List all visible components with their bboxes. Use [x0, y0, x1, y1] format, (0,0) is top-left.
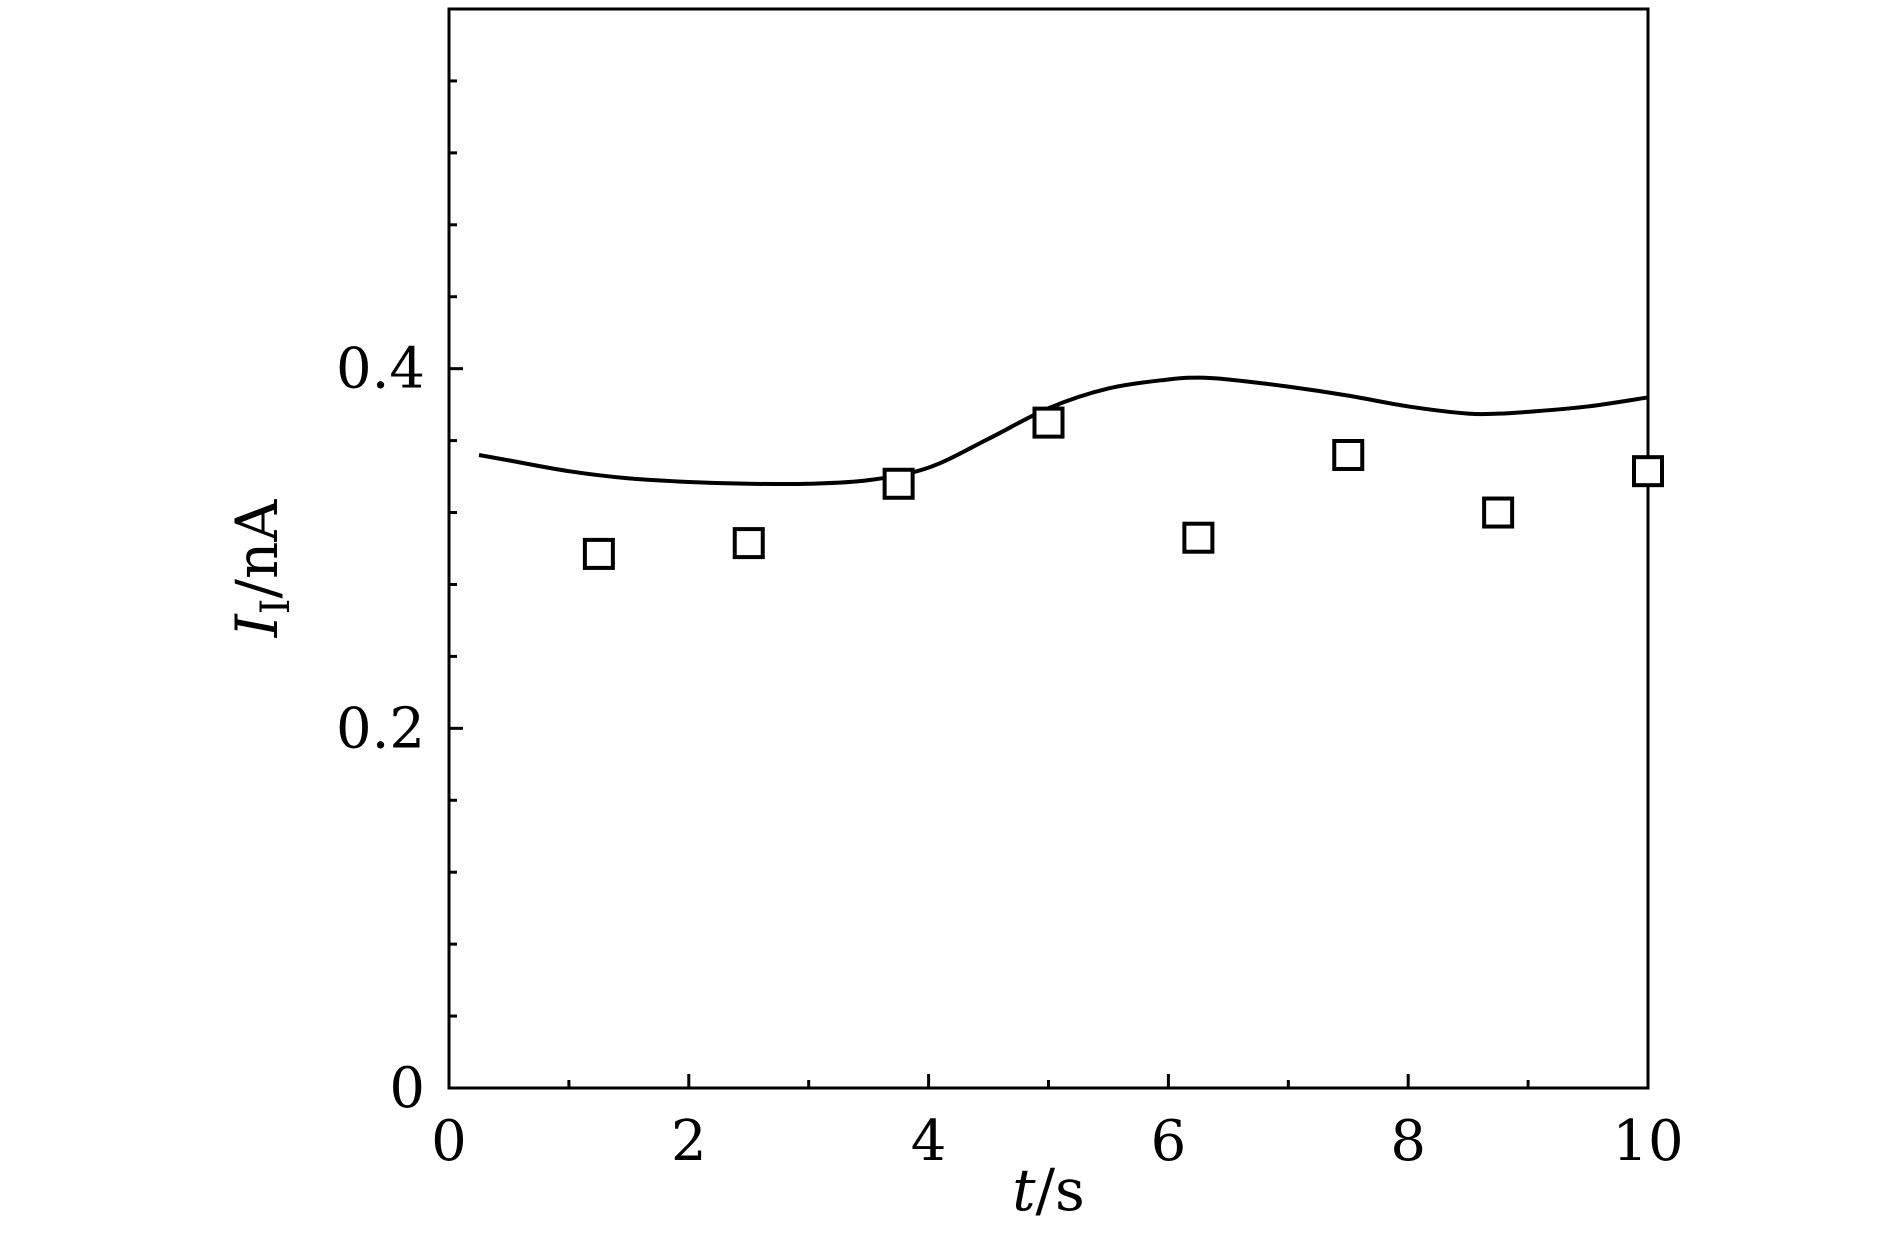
- x-tick-label: 2: [671, 1109, 707, 1174]
- ticks-group: [447, 79, 1650, 1090]
- data-point: [882, 467, 915, 500]
- labels-group: 0 2 4 6 8 10 0 0.2 0.4 t/s II/nA: [223, 337, 1684, 1224]
- data-point: [732, 527, 765, 560]
- x-tick-label: 6: [1151, 1109, 1187, 1174]
- y-tick-label: 0.4: [336, 337, 425, 402]
- y-axis-label: II/nA: [223, 499, 299, 639]
- series-line: [478, 375, 1649, 487]
- y-tick-label: 0: [389, 1056, 425, 1121]
- data-point: [1482, 496, 1515, 529]
- data-point: [1632, 455, 1664, 488]
- x-tick-label: 8: [1390, 1109, 1426, 1174]
- data-point: [582, 537, 615, 570]
- y-tick-label: 0.2: [336, 696, 425, 761]
- data-point: [1182, 521, 1215, 554]
- data-point: [1032, 406, 1065, 439]
- plot-frame-group: [447, 7, 1650, 1090]
- plot-frame: [447, 7, 1650, 1090]
- data-point: [1332, 438, 1365, 471]
- x-tick-label: 0: [431, 1109, 467, 1174]
- series-group: [478, 375, 1664, 570]
- x-tick-label: 4: [911, 1109, 947, 1174]
- x-tick-label: 10: [1612, 1109, 1683, 1174]
- x-axis-label: t/s: [1012, 1156, 1085, 1224]
